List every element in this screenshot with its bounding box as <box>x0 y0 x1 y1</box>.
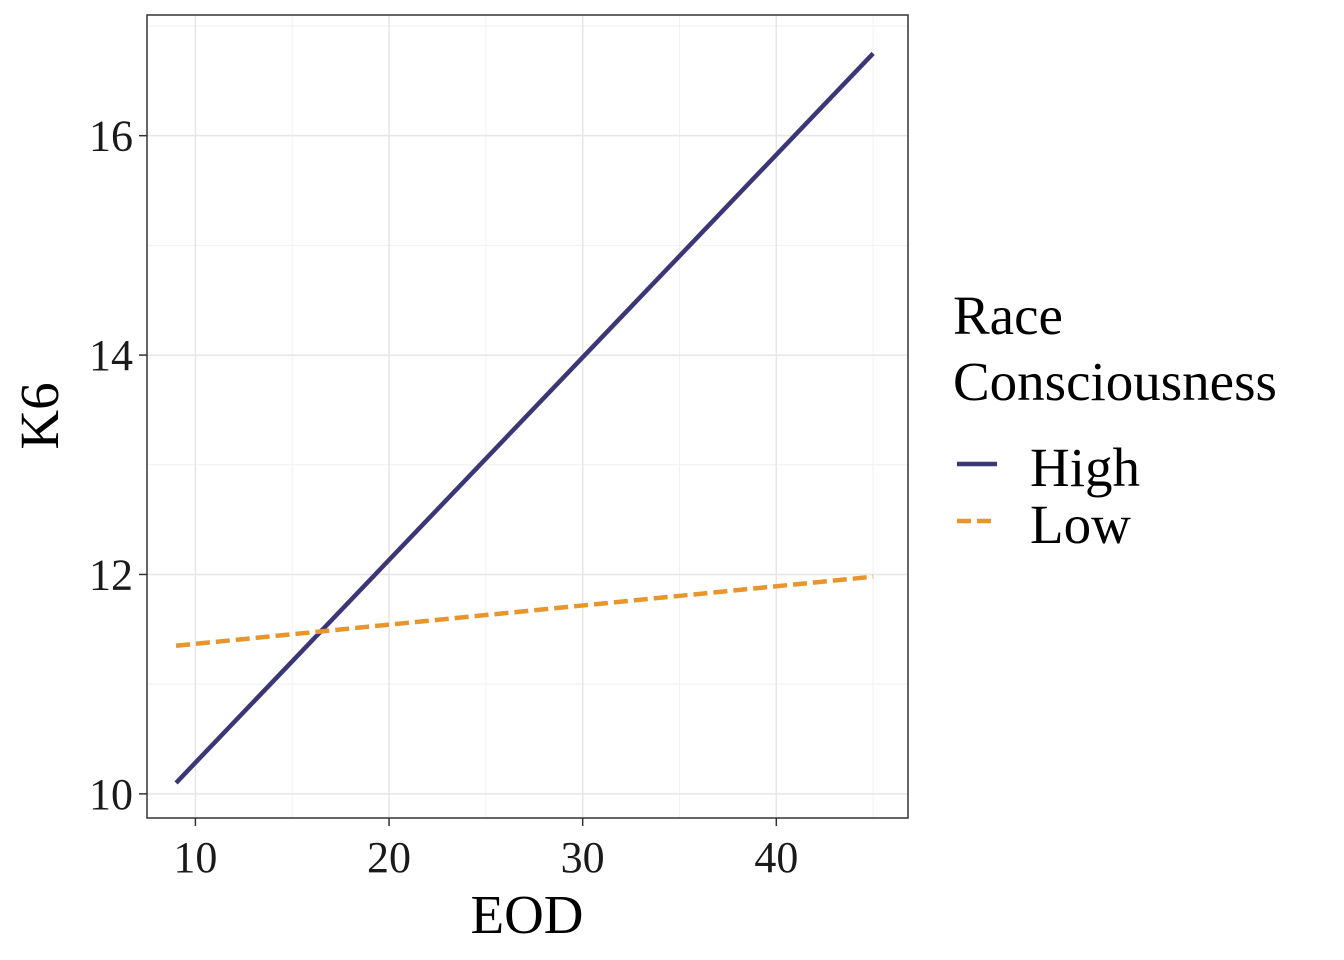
y-tick-label: 10 <box>89 770 133 819</box>
series-line-high <box>174 51 875 785</box>
x-tick-label: 30 <box>561 833 605 882</box>
series-line-low <box>175 574 874 649</box>
y-axis-title: K6 <box>9 382 70 449</box>
x-axis-title: EOD <box>470 884 583 945</box>
grid-major <box>147 15 908 818</box>
legend-label-high: High <box>1030 437 1140 498</box>
grid-minor <box>147 15 908 818</box>
y-tick-label: 12 <box>89 550 133 599</box>
legend-title-line-1: Race <box>953 285 1063 346</box>
y-tick-label: 16 <box>89 112 133 161</box>
y-tick-label: 14 <box>89 331 133 380</box>
legend-label-low: Low <box>1030 494 1131 555</box>
y-axis: 10 12 14 16 <box>89 112 147 819</box>
x-tick-label: 10 <box>173 833 217 882</box>
legend-title-line-2: Consciousness <box>953 351 1277 412</box>
x-axis: 10 20 30 40 <box>173 818 798 882</box>
plot-border <box>146 14 909 819</box>
x-tick-label: 20 <box>367 833 411 882</box>
x-tick-label: 40 <box>754 833 798 882</box>
series-layer <box>174 51 875 785</box>
